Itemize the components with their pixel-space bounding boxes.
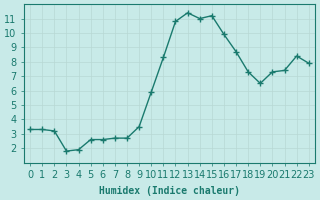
- X-axis label: Humidex (Indice chaleur): Humidex (Indice chaleur): [99, 186, 240, 196]
